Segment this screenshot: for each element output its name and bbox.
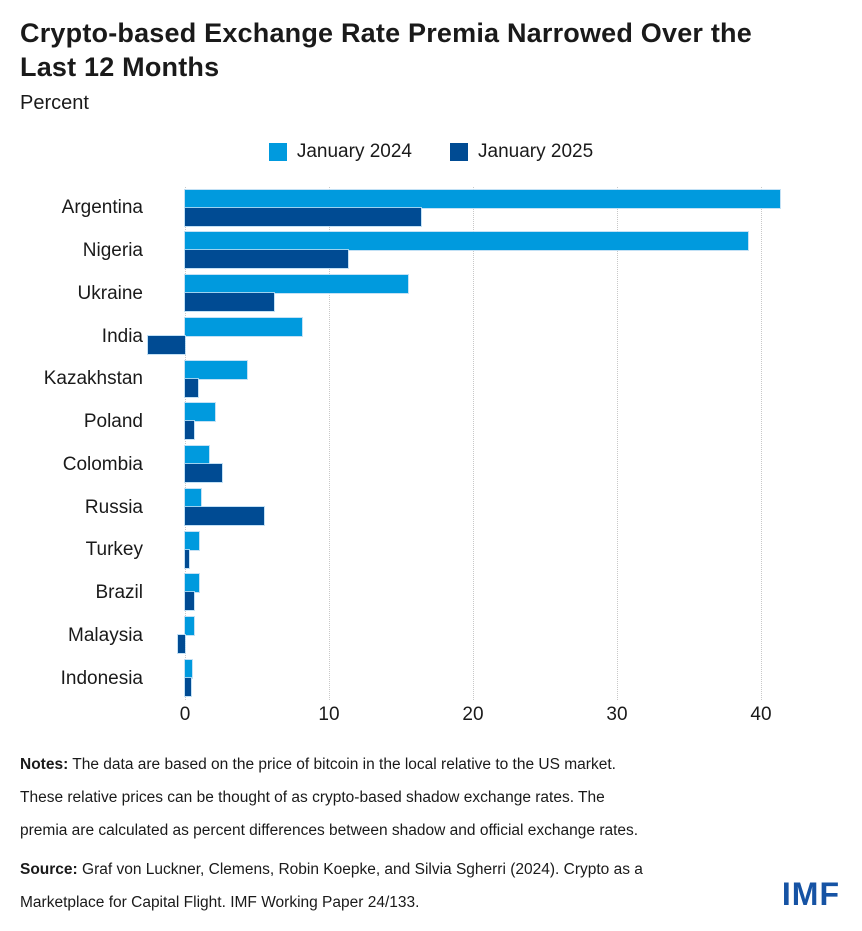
category-label-kazakhstan: Kazakhstan <box>43 368 143 390</box>
bar-january-2025-argentina <box>185 207 422 226</box>
notes-line: premia are calculated as percent differe… <box>20 822 639 839</box>
chart-title-line-1: Crypto-based Exchange Rate Premia Narrow… <box>20 18 752 48</box>
gridline-x-10 <box>329 187 330 700</box>
bar-january-2025-nigeria <box>185 250 348 269</box>
category-label-turkey: Turkey <box>85 539 143 561</box>
bar-january-2024-kazakhstan <box>185 360 247 379</box>
chart-title: Crypto-based Exchange Rate Premia Narrow… <box>20 16 752 84</box>
category-label-brazil: Brazil <box>95 582 143 604</box>
category-label-indonesia: Indonesia <box>60 667 143 689</box>
source-label: Source: <box>20 861 78 878</box>
bar-january-2024-india <box>185 317 302 336</box>
notes-text-1: The data are based on the price of bitco… <box>68 756 616 773</box>
gridline-x-40 <box>761 187 762 700</box>
bar-january-2024-malaysia <box>185 617 194 635</box>
category-label-india: India <box>101 325 143 347</box>
legend-item-january-2025: January 2025 <box>450 141 593 163</box>
legend-label-january-2024: January 2024 <box>296 141 412 162</box>
notes-line: These relative prices can be thought of … <box>20 789 605 806</box>
bar-chart: Argentina Nigeria Ukraine India Kazakhstan Po… <box>0 187 862 732</box>
bar-january-2024-russia <box>185 488 201 507</box>
gridline-x-0 <box>185 187 186 700</box>
gridline-x-30 <box>617 187 618 700</box>
source-text-1: Graf von Luckner, Clemens, Robin Koepke,… <box>77 861 643 878</box>
gridline-x-20 <box>473 187 474 700</box>
category-label-argentina: Argentina <box>61 197 143 219</box>
bar-january-2025-indonesia <box>185 677 191 696</box>
source-line: Source: Graf von Luckner, Clemens, Robin… <box>20 853 643 886</box>
x-tick-label-30: 30 <box>606 704 628 725</box>
bar-january-2025-poland <box>185 421 194 440</box>
bar-january-2025-colombia <box>185 464 223 482</box>
category-label-poland: Poland <box>83 411 143 433</box>
legend-label-january-2025: January 2025 <box>478 141 594 162</box>
category-label-malaysia: Malaysia <box>68 624 143 646</box>
legend: January 2024 January 2025 <box>0 141 862 163</box>
source-line: Marketplace for Capital Flight. IMF Work… <box>20 894 420 911</box>
legend-item-january-2024: January 2024 <box>268 141 412 163</box>
bar-january-2024-brazil <box>185 574 200 593</box>
category-label-nigeria: Nigeria <box>82 240 143 262</box>
bar-january-2025-kazakhstan <box>185 378 198 397</box>
bar-january-2024-argentina <box>185 189 780 208</box>
chart-subtitle: Percent <box>20 92 89 114</box>
category-label-russia: Russia <box>84 496 143 518</box>
chart-title-line-2: Last 12 Months <box>20 52 220 82</box>
notes-line: Notes: The data are based on the price o… <box>20 748 638 781</box>
bar-january-2025-india <box>147 335 185 354</box>
bar-january-2025-brazil <box>185 592 194 611</box>
source-block: Source: Graf von Luckner, Clemens, Robin… <box>20 853 643 919</box>
bar-january-2024-poland <box>185 403 216 422</box>
bar-january-2025-russia <box>185 506 265 525</box>
category-label-colombia: Colombia <box>62 453 143 475</box>
bar-january-2024-turkey <box>185 531 200 550</box>
imf-logo: IMF <box>781 876 840 912</box>
bar-january-2024-ukraine <box>185 275 409 293</box>
bar-january-2024-indonesia <box>185 659 193 678</box>
bar-january-2025-ukraine <box>185 293 275 311</box>
x-tick-label-0: 0 <box>179 704 191 725</box>
x-tick-label-40: 40 <box>750 704 772 725</box>
x-tick-label-20: 20 <box>462 704 484 725</box>
x-tick-label-10: 10 <box>318 704 340 725</box>
bar-january-2025-malaysia <box>177 635 185 653</box>
category-label-ukraine: Ukraine <box>77 282 143 304</box>
legend-swatch-january-2025-icon <box>450 143 468 161</box>
notes-label: Notes: <box>20 756 69 773</box>
bar-january-2024-nigeria <box>185 232 749 251</box>
legend-swatch-january-2024-icon <box>268 143 287 161</box>
bar-january-2025-turkey <box>185 549 190 568</box>
bar-january-2024-colombia <box>185 446 210 464</box>
notes-block: Notes: The data are based on the price o… <box>20 748 638 847</box>
